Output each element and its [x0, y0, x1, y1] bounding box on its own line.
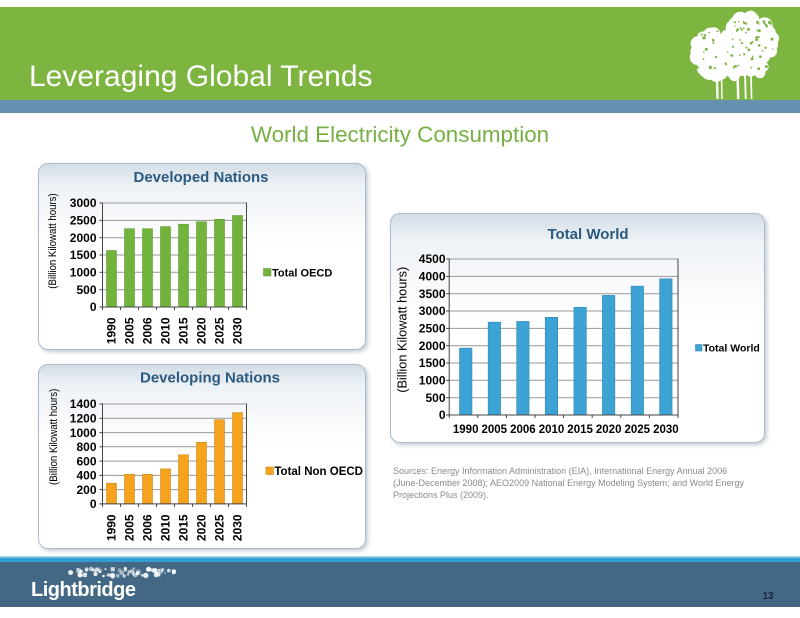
svg-text:2005: 2005	[482, 424, 508, 436]
svg-text:2010: 2010	[159, 317, 173, 344]
svg-text:3000: 3000	[70, 196, 97, 210]
svg-text:4500: 4500	[419, 252, 446, 266]
svg-text:2015: 2015	[177, 317, 191, 344]
svg-text:2000: 2000	[419, 339, 446, 353]
svg-text:200: 200	[76, 483, 96, 497]
svg-text:2020: 2020	[195, 514, 209, 541]
svg-text:500: 500	[76, 283, 96, 297]
svg-text:600: 600	[76, 454, 96, 468]
svg-text:2500: 2500	[70, 214, 97, 228]
svg-text:Total World: Total World	[547, 226, 628, 243]
svg-text:Developed Nations: Developed Nations	[133, 169, 268, 186]
svg-text:4000: 4000	[419, 270, 446, 284]
svg-text:Total OECD: Total OECD	[272, 268, 332, 280]
svg-text:2015: 2015	[177, 514, 191, 541]
svg-text:1500: 1500	[419, 356, 446, 370]
svg-text:2030: 2030	[653, 424, 679, 436]
svg-text:2030: 2030	[231, 514, 245, 541]
svg-text:2025: 2025	[625, 424, 651, 436]
svg-text:1200: 1200	[70, 412, 97, 426]
svg-text:400: 400	[76, 469, 96, 483]
svg-text:1500: 1500	[70, 248, 97, 262]
svg-text:2020: 2020	[596, 424, 622, 436]
svg-text:2006: 2006	[141, 514, 155, 541]
svg-text:2000: 2000	[70, 231, 97, 245]
svg-text:2010: 2010	[539, 424, 565, 436]
svg-text:1000: 1000	[419, 374, 446, 388]
svg-text:3500: 3500	[419, 287, 446, 301]
svg-text:1400: 1400	[70, 397, 97, 411]
svg-text:1000: 1000	[70, 426, 97, 440]
svg-text:2025: 2025	[213, 317, 227, 344]
svg-text:0: 0	[90, 300, 97, 314]
svg-text:2010: 2010	[159, 514, 173, 541]
svg-text:1990: 1990	[105, 514, 119, 541]
svg-text:2006: 2006	[141, 317, 155, 344]
svg-text:Developing Nations: Developing Nations	[140, 370, 280, 387]
svg-text:Total World: Total World	[703, 343, 760, 355]
svg-text:2020: 2020	[195, 317, 209, 344]
svg-text:0: 0	[439, 408, 446, 422]
svg-text:2006: 2006	[510, 424, 536, 436]
svg-text:(Billion Kilowatt hours): (Billion Kilowatt hours)	[48, 389, 60, 485]
svg-text:(Billion Kilowatt hours): (Billion Kilowatt hours)	[47, 193, 59, 288]
svg-text:1990: 1990	[453, 424, 479, 436]
svg-text:800: 800	[76, 440, 96, 454]
svg-text:2030: 2030	[231, 317, 245, 344]
svg-text:2005: 2005	[123, 317, 137, 344]
svg-text:(Billion Kilowatt hours): (Billion Kilowatt hours)	[396, 267, 410, 393]
svg-text:1990: 1990	[105, 317, 119, 344]
svg-text:2025: 2025	[213, 514, 227, 541]
svg-text:1000: 1000	[70, 266, 97, 280]
svg-text:2500: 2500	[419, 322, 446, 336]
svg-text:0: 0	[90, 497, 97, 511]
svg-text:Total Non OECD: Total Non OECD	[274, 466, 363, 478]
svg-text:3000: 3000	[419, 304, 446, 318]
svg-text:2005: 2005	[123, 514, 137, 541]
svg-text:2015: 2015	[567, 424, 593, 436]
svg-text:500: 500	[425, 391, 445, 405]
